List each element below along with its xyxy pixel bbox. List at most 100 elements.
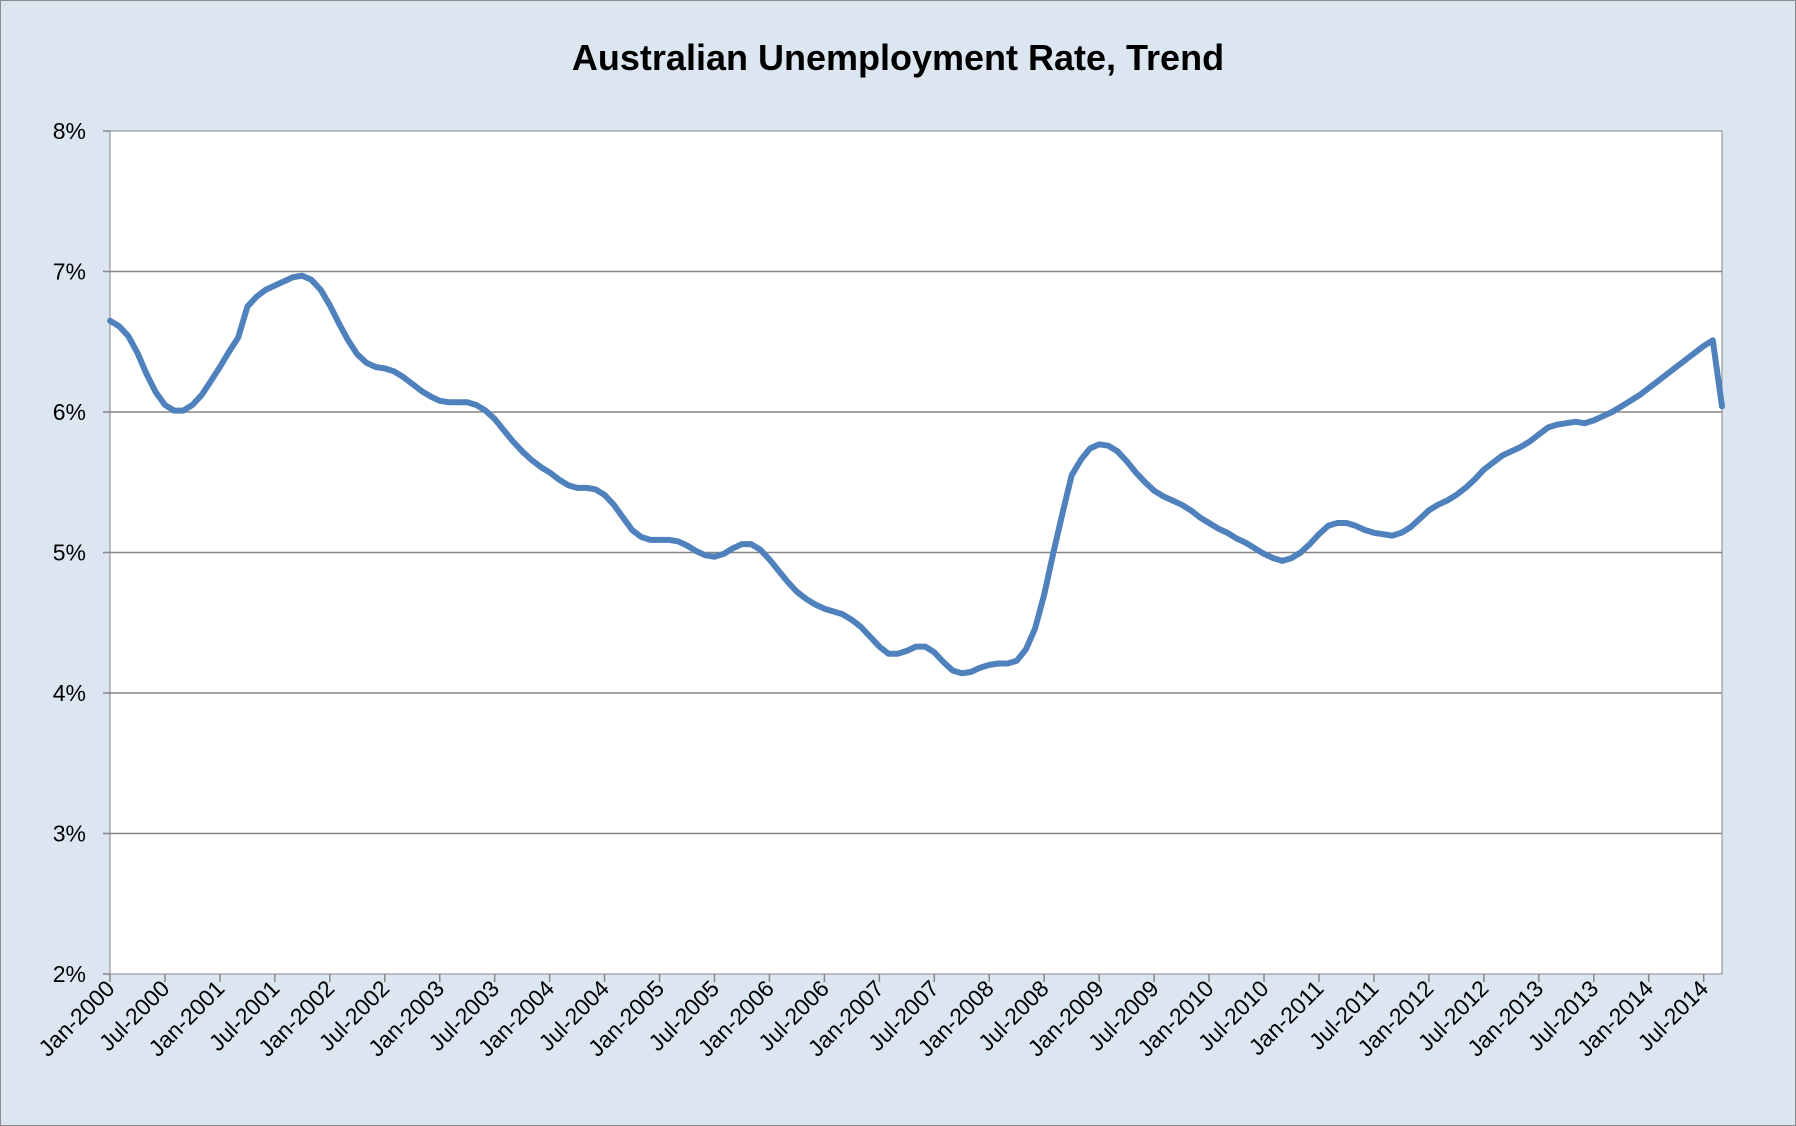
data-point: [409, 381, 415, 387]
data-point: [831, 609, 837, 615]
data-point: [1664, 371, 1670, 377]
data-point: [1380, 531, 1386, 537]
data-point: [1545, 425, 1551, 431]
data-point: [1289, 555, 1295, 561]
data-point: [318, 287, 324, 293]
data-point: [382, 365, 388, 371]
data-point: [666, 537, 672, 543]
data-point: [849, 617, 855, 623]
data-point: [1124, 458, 1130, 464]
data-point: [391, 368, 397, 374]
data-point: [1527, 439, 1533, 445]
data-point: [1279, 558, 1285, 564]
data-point: [583, 485, 589, 491]
data-point: [1206, 520, 1212, 526]
data-point: [1344, 520, 1350, 526]
y-tick-label: 4%: [53, 680, 86, 706]
y-tick-label: 6%: [53, 399, 86, 425]
data-point: [501, 427, 507, 433]
x-axis-ticks: Jan-2000Jul-2000Jan-2001Jul-2001Jan-2002…: [33, 974, 1713, 1061]
data-point: [1673, 364, 1679, 370]
data-point: [153, 389, 159, 395]
data-point: [1472, 476, 1478, 482]
data-point: [620, 514, 626, 520]
data-point: [995, 661, 1001, 667]
y-tick-label: 7%: [53, 259, 86, 285]
data-point: [272, 283, 278, 289]
data-point: [1060, 510, 1066, 516]
data-point: [538, 464, 544, 470]
data-point: [629, 527, 635, 533]
data-point: [1133, 469, 1139, 475]
data-point: [437, 398, 443, 404]
data-point: [647, 537, 653, 543]
data-point: [1170, 498, 1176, 504]
data-point: [1160, 493, 1166, 499]
data-point: [208, 378, 214, 384]
data-point: [464, 399, 470, 405]
data-point: [767, 557, 773, 563]
data-point: [1032, 625, 1038, 631]
data-point: [1105, 443, 1111, 449]
data-point: [189, 402, 195, 408]
data-point: [281, 278, 287, 284]
data-point: [1224, 530, 1230, 536]
data-point: [785, 579, 791, 585]
data-point: [657, 537, 663, 543]
data-point: [1041, 592, 1047, 598]
data-point: [510, 439, 516, 445]
data-point: [1536, 432, 1542, 438]
data-point: [721, 551, 727, 557]
data-point: [794, 589, 800, 595]
data-point: [941, 659, 947, 665]
data-point: [135, 350, 141, 356]
data-point: [336, 321, 342, 327]
data-point: [1215, 526, 1221, 532]
data-point: [1499, 453, 1505, 459]
data-point: [1518, 444, 1524, 450]
data-point: [1334, 520, 1340, 526]
data-point: [1142, 479, 1148, 485]
data-point: [1490, 460, 1496, 466]
data-point: [638, 534, 644, 540]
data-point: [821, 606, 827, 612]
data-point: [1151, 488, 1157, 494]
data-point: [125, 333, 131, 339]
data-point: [950, 668, 956, 674]
data-point: [1426, 507, 1432, 513]
chart-title: Australian Unemployment Rate, Trend: [571, 37, 1225, 78]
data-point: [968, 669, 974, 675]
data-point: [263, 287, 269, 293]
data-point: [1408, 524, 1414, 530]
data-point: [1197, 514, 1203, 520]
data-point: [1398, 530, 1404, 536]
data-point: [675, 538, 681, 544]
data-point: [199, 392, 205, 398]
data-point: [1325, 523, 1331, 529]
data-point: [171, 408, 177, 414]
data-point: [1627, 398, 1633, 404]
data-point: [1179, 502, 1185, 508]
data-point: [1096, 441, 1102, 447]
data-point: [144, 371, 150, 377]
data-point: [418, 388, 424, 394]
data-point: [574, 485, 580, 491]
data-point: [1655, 378, 1661, 384]
data-point: [602, 492, 608, 498]
data-point: [840, 611, 846, 617]
data-point: [1609, 409, 1615, 415]
data-point: [345, 337, 351, 343]
data-point: [693, 548, 699, 554]
data-point: [592, 486, 598, 492]
data-point: [1188, 507, 1194, 513]
y-tick-label: 2%: [53, 961, 86, 987]
data-point: [354, 351, 360, 357]
data-point: [913, 644, 919, 650]
data-point: [1554, 422, 1560, 428]
data-point: [1307, 541, 1313, 547]
data-point: [1023, 646, 1029, 652]
data-point: [226, 349, 232, 355]
data-point: [327, 302, 333, 308]
data-point: [757, 547, 763, 553]
y-axis-ticks: 2% 3% 4% 5% 6% 7% 8%: [53, 118, 110, 987]
